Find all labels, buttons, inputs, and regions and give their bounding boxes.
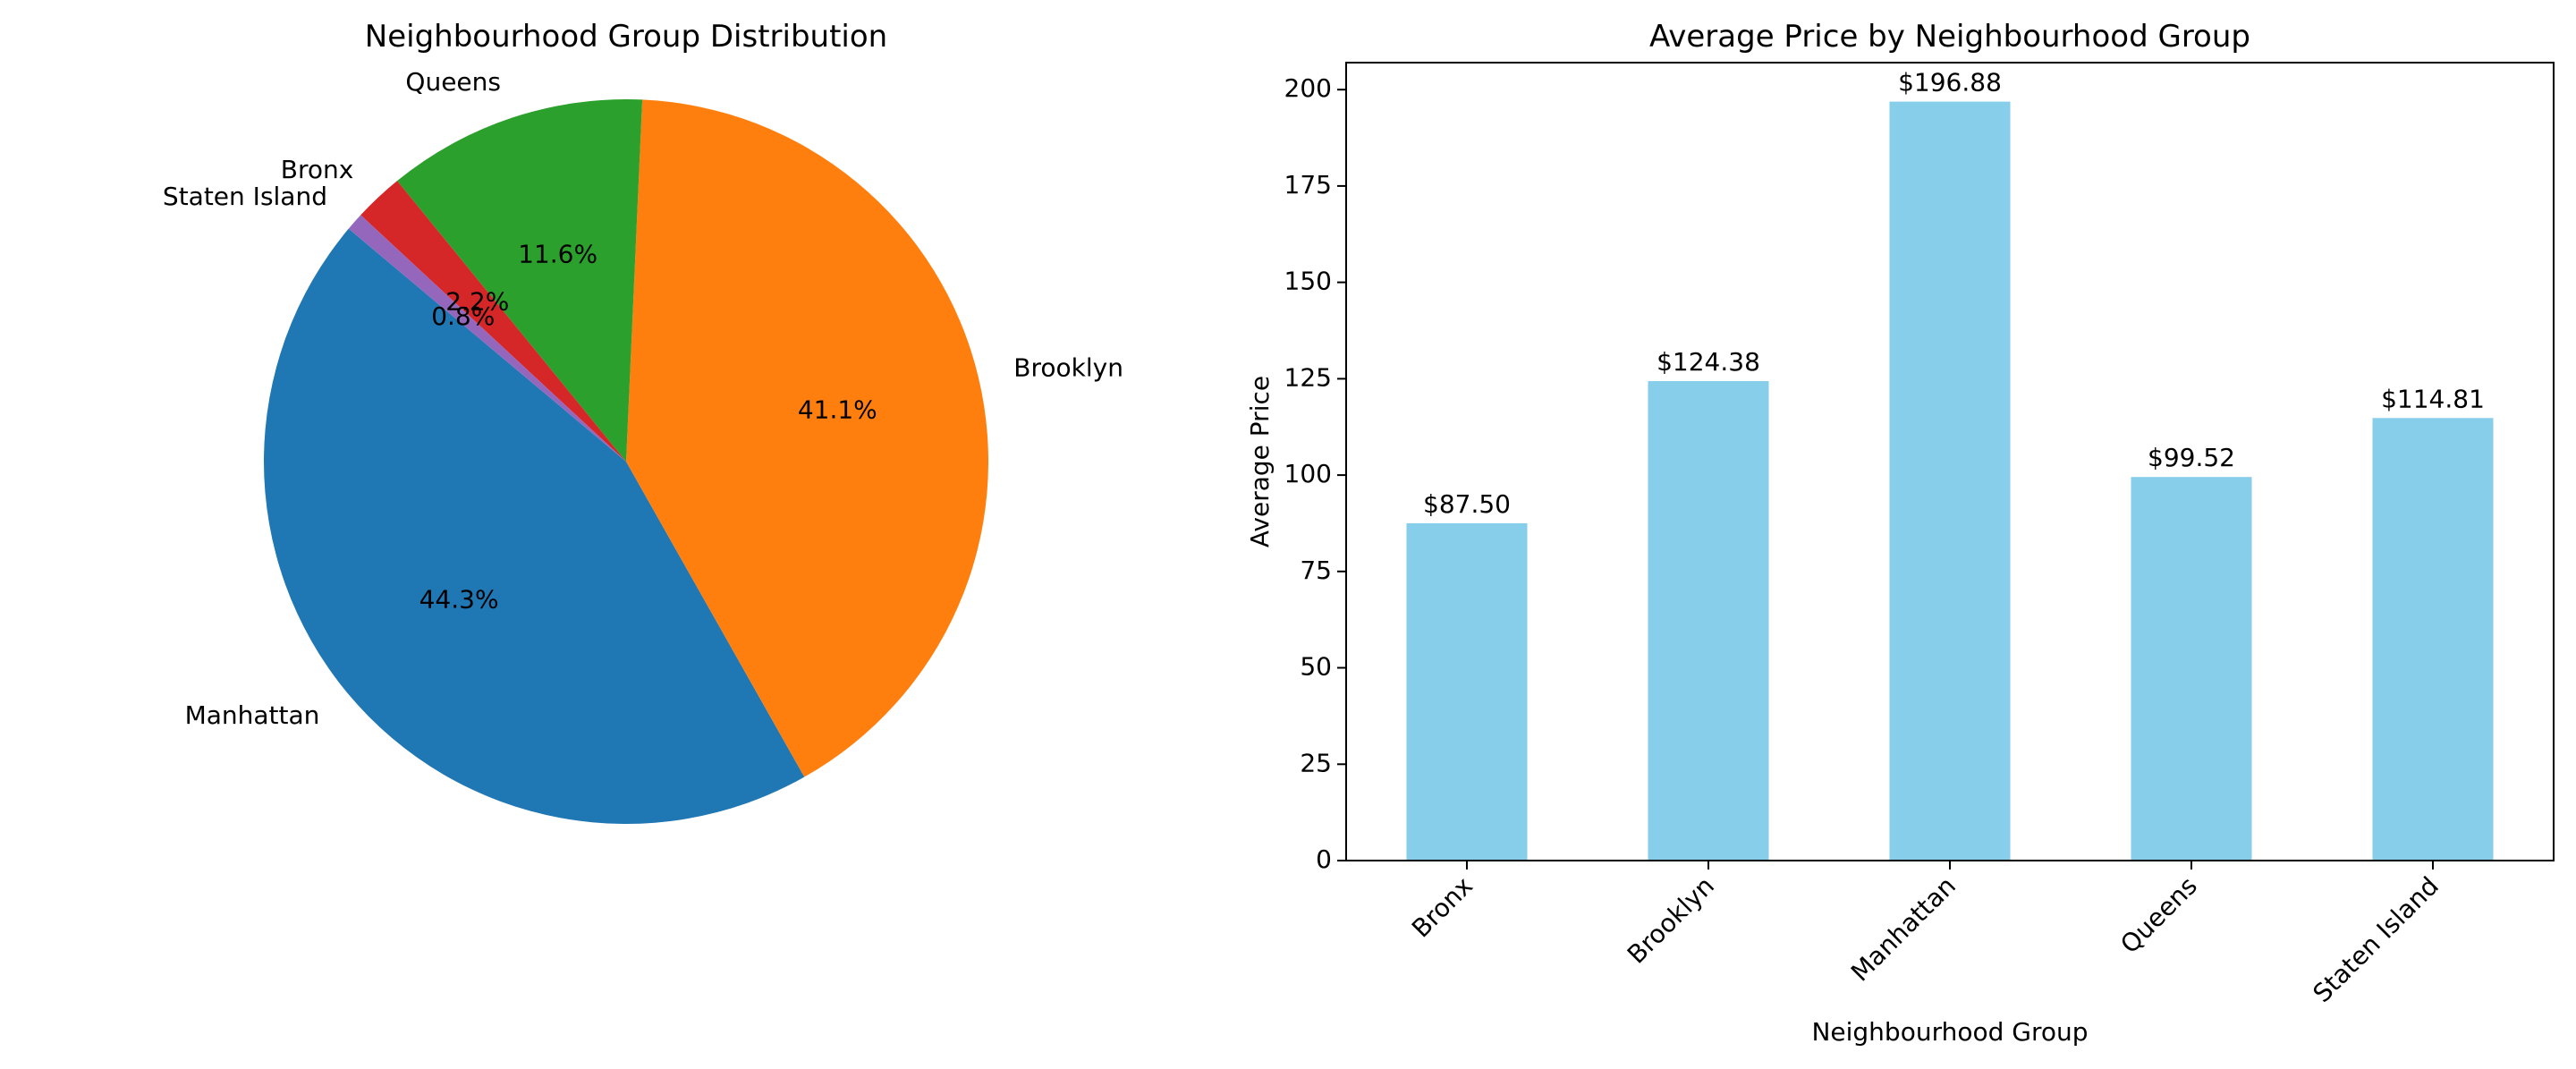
pie-slice-brooklyn [626,99,989,777]
bar-manhattan [1889,101,2011,861]
bar-brooklyn [1648,381,1769,861]
pie-chart: Neighbourhood Group Distribution Manhatt… [163,19,1123,824]
bar-value-label-queens: $99.52 [2148,443,2235,472]
y-tick-label-75: 75 [1300,556,1332,585]
y-tick-label-200: 200 [1284,73,1332,103]
x-tick-label-manhattan: Manhattan [1845,871,1962,988]
plot-frame [1345,62,2555,861]
bar-value-label-staten-island: $114.81 [2381,384,2485,413]
x-tick-label-queens: Queens [2114,871,2203,960]
pie-slice-manhattan [263,228,805,824]
pie-label-manhattan: Manhattan [185,700,320,730]
pie-pct-manhattan: 44.3% [419,584,499,614]
y-axis-label: Average Price [1245,376,1275,547]
y-tick-label-50: 50 [1300,652,1332,682]
bar-queens [2131,477,2252,861]
pie-pct-brooklyn: 41.1% [798,395,877,424]
bar-chart: Average Price by Neighbourhood Group $87… [1245,19,2555,1047]
pie-slices [263,98,989,824]
bar-value-label-brooklyn: $124.38 [1657,347,1760,377]
y-tick-label-25: 25 [1300,748,1332,777]
y-tick-label-150: 150 [1284,267,1332,296]
pie-pct-queens: 11.6% [518,239,597,268]
pie-label-queens: Queens [405,67,501,97]
pie-label-brooklyn: Brooklyn [1013,352,1123,382]
pie-label-staten-island: Staten Island [163,182,327,211]
x-axis: Bronx Brooklyn Manhattan Queens Staten Islan… [1406,861,2445,1008]
bar-value-label-bronx: $87.50 [1423,489,1511,519]
x-tick-label-bronx: Bronx [1406,871,1479,944]
y-tick-label-100: 100 [1284,459,1332,488]
pie-labels: Manhattan 44.3% Brooklyn 41.1% Queens 11.6% Br… [163,67,1123,730]
pie-pct-bronx: 2.2% [445,287,509,317]
pie-label-bronx: Bronx [281,155,354,184]
x-tick-label-staten-island: Staten Island [2307,871,2444,1008]
bar-series: $87.50 $124.38 $196.88 $99.52 $114.81 [1406,68,2494,861]
bar-value-label-manhattan: $196.88 [1898,68,2002,98]
x-tick-label-brooklyn: Brooklyn [1622,871,1720,970]
pie-chart-title: Neighbourhood Group Distribution [365,19,887,55]
y-axis: 0 25 50 75 100 125 150 175 200 [1284,73,1346,874]
bar-bronx [1406,522,1528,861]
pie-pct-staten-island: 0.8% [431,301,495,331]
pie-slice-staten-island [348,215,626,462]
pie-slice-queens [397,98,643,462]
bar-staten-island [2372,418,2494,861]
x-axis-label: Neighbourhood Group [1811,1017,2088,1047]
bar-chart-title: Average Price by Neighbourhood Group [1649,19,2250,55]
y-tick-label-175: 175 [1284,170,1332,199]
y-tick-label-0: 0 [1316,844,1332,874]
y-tick-label-125: 125 [1284,362,1332,392]
pie-slice-bronx [360,181,626,462]
